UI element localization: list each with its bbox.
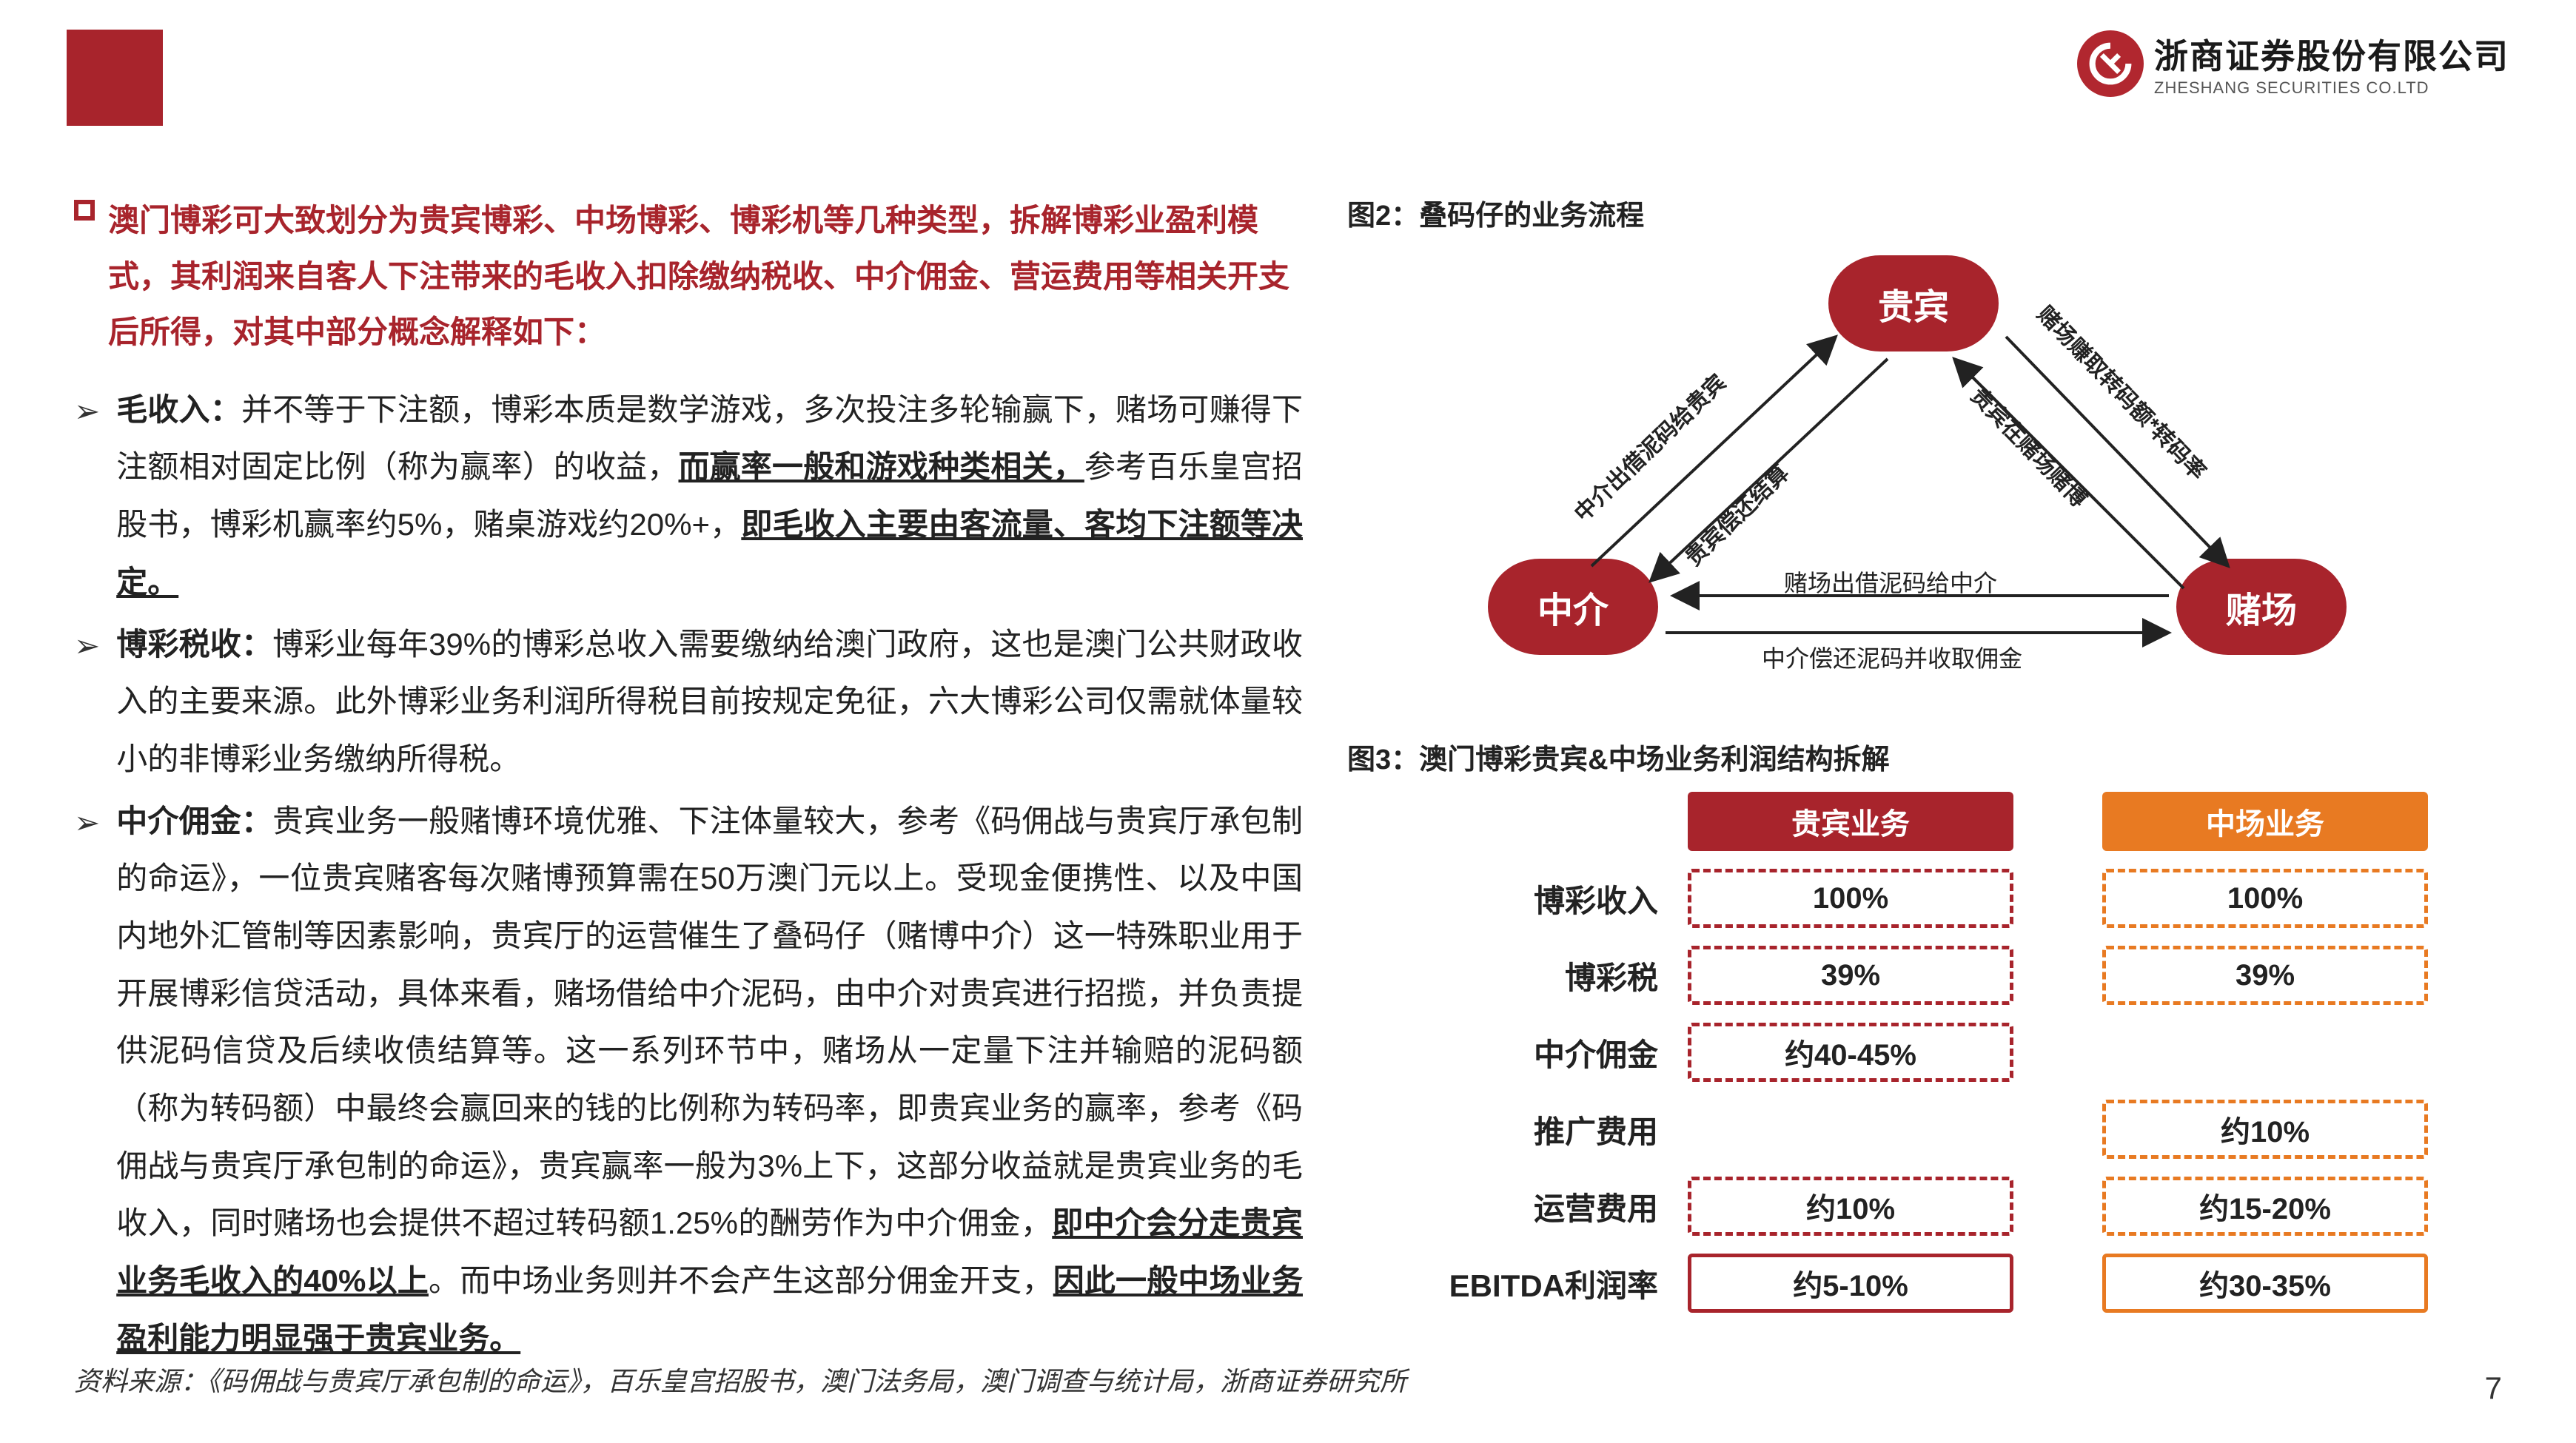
chevron-icon: ➢ bbox=[74, 617, 100, 675]
cell-mass: 约15-20% bbox=[2102, 1177, 2428, 1236]
cell-mass: 约10% bbox=[2102, 1100, 2428, 1159]
bullet-commission: ➢ 中介佣金：贵宾业务一般赌博环境优雅、下注体量较大，参考《码佣战与贵宾厅承包制… bbox=[74, 793, 1303, 1368]
figure3-table: 贵宾业务 中场业务 博彩收入100%100%博彩税39%39%中介佣金约40-4… bbox=[1347, 792, 2472, 1313]
row-label: EBITDA利润率 bbox=[1347, 1261, 1688, 1306]
bullet-gross-income: ➢ 毛收入：并不等于下注额，博彩本质是数学游戏，多次投注多轮输赢下，赌场可赚得下… bbox=[74, 381, 1303, 611]
edge-label-vip-gamble: 贵宾在赌场赌博 bbox=[1965, 379, 2096, 514]
bullet-head: 毛收入： bbox=[116, 392, 241, 427]
chevron-icon: ➢ bbox=[74, 383, 100, 440]
bullet-head: 中介佣金： bbox=[116, 804, 272, 838]
cell-vip: 约5-10% bbox=[1688, 1254, 2013, 1313]
table-row: 中介佣金约40-45% bbox=[1347, 1023, 2472, 1082]
bullet-gaming-tax: ➢ 博彩税收：博彩业每年39%的博彩总收入需要缴纳给澳门政府，这也是澳门公共财政… bbox=[74, 616, 1303, 788]
chevron-icon: ➢ bbox=[74, 794, 100, 852]
source-attribution: 资料来源：《码佣战与贵宾厅承包制的命运》，百乐皇宫招股书，澳门法务局，澳门调查与… bbox=[74, 1360, 1406, 1399]
bullet-text: 。而中场业务则并不会产生这部分佣金开支， bbox=[429, 1263, 1053, 1298]
cell-vip: 约10% bbox=[1688, 1177, 2013, 1236]
right-figures-column: 图2：叠码仔的业务流程 贵宾 中介 赌场 中介出借泥码给贵宾 贵宾偿还结算 赌场… bbox=[1347, 192, 2502, 1443]
row-label: 运营费用 bbox=[1347, 1184, 1688, 1229]
figure2-title: 图2：叠码仔的业务流程 bbox=[1347, 192, 2502, 233]
edge-label-casino-lend-agent: 赌场出借泥码给中介 bbox=[1784, 565, 1997, 599]
intro-paragraph: 澳门博彩可大致划分为贵宾博彩、中场博彩、博彩机等几种类型，拆解博彩业盈利模式，其… bbox=[74, 192, 1303, 360]
cell-mass bbox=[2102, 1023, 2428, 1082]
cell-vip: 约40-45% bbox=[1688, 1023, 2013, 1082]
row-label: 博彩税 bbox=[1347, 953, 1688, 998]
table-header-row: 贵宾业务 中场业务 bbox=[1347, 792, 2472, 851]
table-row: EBITDA利润率约5-10% 约30-35% bbox=[1347, 1254, 2472, 1313]
edge-label-agent-lend-vip: 中介出借泥码给贵宾 bbox=[1566, 366, 1732, 528]
cell-vip bbox=[1688, 1100, 2013, 1159]
bullet-square-icon bbox=[74, 200, 95, 221]
page-number: 7 bbox=[2485, 1370, 2502, 1406]
table-row: 博彩税39%39% bbox=[1347, 946, 2472, 1005]
edge-label-vip-repay: 贵宾偿还结算 bbox=[1677, 456, 1795, 572]
intro-text: 澳门博彩可大致划分为贵宾博彩、中场博彩、博彩机等几种类型，拆解博彩业盈利模式，其… bbox=[108, 192, 1303, 360]
slide-content: 澳门博彩可大致划分为贵宾博彩、中场博彩、博彩机等几种类型，拆解博彩业盈利模式，其… bbox=[0, 0, 2576, 1443]
row-label: 中介佣金 bbox=[1347, 1030, 1688, 1075]
cell-vip: 39% bbox=[1688, 946, 2013, 1005]
cell-mass: 39% bbox=[2102, 946, 2428, 1005]
bullet-head: 博彩税收： bbox=[116, 627, 272, 662]
figure2-diagram: 贵宾 中介 赌场 中介出借泥码给贵宾 贵宾偿还结算 赌场赚取转码额*转码率 贵宾… bbox=[1362, 248, 2487, 707]
table-row: 运营费用约10% 约15-20% bbox=[1347, 1177, 2472, 1236]
node-vip: 贵宾 bbox=[1828, 255, 1999, 352]
bullet-text: 贵宾业务一般赌博环境优雅、下注体量较大，参考《码佣战与贵宾厅承包制的命运》，一位… bbox=[116, 804, 1303, 1241]
cell-vip: 100% bbox=[1688, 869, 2013, 928]
row-label: 博彩收入 bbox=[1347, 876, 1688, 921]
col-header-vip: 贵宾业务 bbox=[1688, 792, 2013, 851]
cell-mass: 100% bbox=[2102, 869, 2428, 928]
node-agent: 中介 bbox=[1488, 559, 1658, 655]
table-row: 推广费用 约10% bbox=[1347, 1100, 2472, 1159]
node-casino: 赌场 bbox=[2176, 559, 2347, 655]
cell-mass: 约30-35% bbox=[2102, 1254, 2428, 1313]
col-header-mass: 中场业务 bbox=[2102, 792, 2428, 851]
bullet-underline: 而赢率一般和游戏种类相关， bbox=[679, 449, 1084, 484]
bullet-text: 博彩业每年39%的博彩总收入需要缴纳给澳门政府，这也是澳门公共财政收入的主要来源… bbox=[116, 627, 1303, 776]
figure3-title: 图3：澳门博彩贵宾&中场业务利润结构拆解 bbox=[1347, 736, 2502, 777]
edge-label-agent-repay-casino: 中介偿还泥码并收取佣金 bbox=[1762, 640, 2022, 674]
left-text-column: 澳门博彩可大致划分为贵宾博彩、中场博彩、博彩机等几种类型，拆解博彩业盈利模式，其… bbox=[74, 192, 1303, 1443]
table-row: 博彩收入100%100% bbox=[1347, 869, 2472, 928]
row-label: 推广费用 bbox=[1347, 1107, 1688, 1152]
